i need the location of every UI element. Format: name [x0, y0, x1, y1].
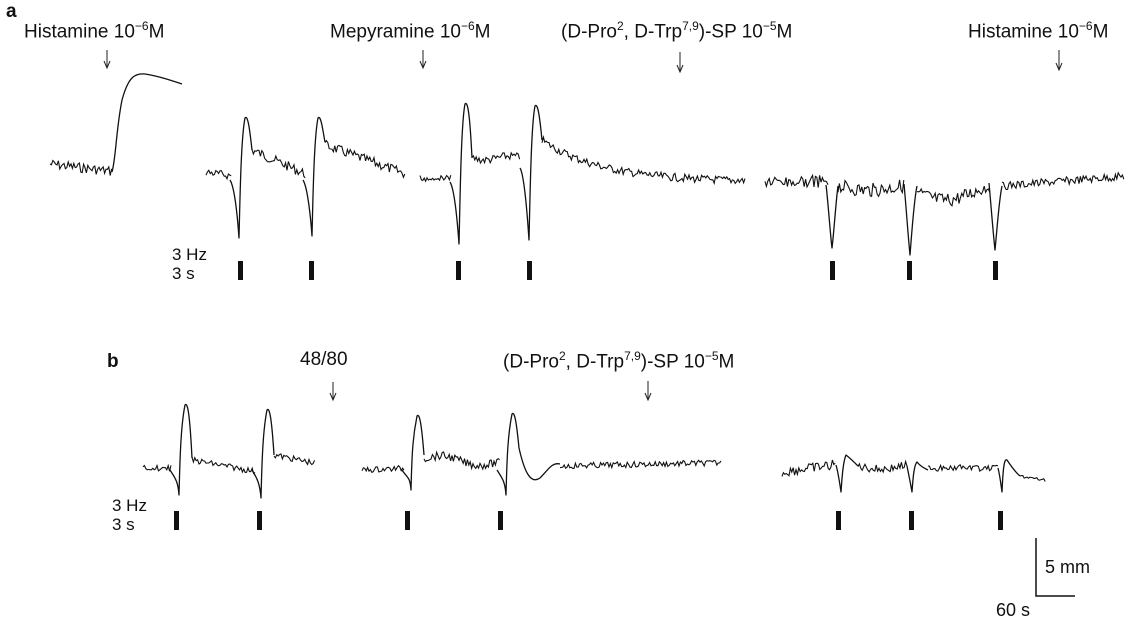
- annotation-histamine-2: Histamine 10−6M: [968, 19, 1109, 43]
- stim-duration-b: 3 s: [112, 514, 135, 534]
- trace-a2-spike2: [302, 116, 326, 237]
- trace-b1-pre: [142, 463, 172, 472]
- stim-bar-a-5: [830, 261, 835, 280]
- panel-b-letter: b: [107, 351, 119, 372]
- trace-b2-mid: [423, 450, 500, 471]
- stim-bar-a-2: [309, 261, 314, 280]
- trace-a2-spike1: [229, 116, 253, 239]
- trace-a2-mid: [251, 149, 306, 179]
- trace-b2-spike1: [401, 414, 425, 491]
- arrow-mepyramine: [419, 50, 427, 70]
- trace-a4-dip1: [825, 184, 839, 249]
- stim-bar-a-3: [456, 261, 461, 280]
- stim-bar-b-2: [257, 511, 262, 530]
- trace-a1-baseline: [49, 159, 113, 176]
- stim-bar-a-1: [238, 261, 243, 280]
- stim-label-b: 3 Hz 3 s: [112, 496, 147, 534]
- scale-bar: [1035, 538, 1075, 597]
- stim-bar-a-7: [993, 261, 998, 280]
- recording-traces: [49, 73, 1125, 499]
- stim-bar-a-4: [527, 261, 532, 280]
- trace-b2-tail: [559, 459, 722, 470]
- trace-b3-tail: [1019, 475, 1046, 482]
- scale-vertical-label: 5 mm: [1045, 557, 1090, 577]
- panel-a-letter: a: [6, 1, 17, 22]
- annotation-mepyramine: Mepyramine 10−6M: [330, 19, 491, 43]
- trace-a3-spike2: [519, 104, 543, 241]
- stim-bar-b-4: [498, 511, 503, 530]
- trace-b1-spike1: [169, 403, 193, 496]
- arrow-sp-antagonist-b: [644, 381, 652, 402]
- stim-bar-b-5: [836, 511, 841, 530]
- annotation-sp-antagonist-b: (D-Pro2, D-Trp7,9)-SP 10−5M: [503, 349, 735, 373]
- arrow-sp-antagonist-a: [676, 52, 684, 74]
- trace-b3-twitch2: [906, 461, 929, 493]
- stim-bar-b-6: [909, 511, 914, 530]
- trace-b1-mid: [191, 456, 256, 475]
- stim-bar-b-1: [174, 511, 179, 530]
- trace-b2-spike2: [496, 412, 520, 496]
- trace-a2-tail: [324, 139, 406, 179]
- arrow-histamine-1: [103, 50, 111, 70]
- stim-bar-b-7: [998, 511, 1003, 530]
- annotation-48-80: 48/80: [300, 349, 348, 370]
- annotation-sp-antagonist-a: (D-Pro2, D-Trp7,9)-SP 10−5M: [561, 19, 793, 43]
- trace-a4-dip2: [903, 183, 918, 256]
- trace-b1-spike2: [251, 408, 275, 499]
- trace-b2-pre: [361, 464, 405, 473]
- trace-a2-pre: [205, 169, 232, 181]
- trace-a4-pre: [764, 173, 829, 189]
- stim-duration-a: 3 s: [172, 263, 195, 283]
- scale-horizontal-label: 60 s: [996, 600, 1031, 620]
- trace-a3-tail: [541, 135, 746, 186]
- application-arrows: [103, 50, 1063, 402]
- annotation-histamine-1: Histamine 10−6M: [24, 19, 165, 43]
- trace-b2-recovery: [518, 447, 561, 481]
- stim-frequency-a: 3 Hz: [172, 245, 207, 264]
- arrow-histamine-2: [1055, 50, 1063, 72]
- stim-frequency-b: 3 Hz: [112, 496, 147, 515]
- trace-b3-twitch1: [835, 454, 859, 493]
- trace-b3-pre: [781, 459, 836, 477]
- trace-a3-mid: [471, 151, 521, 165]
- trace-a4-mid2: [916, 185, 991, 207]
- stim-bar-a-6: [907, 261, 912, 280]
- trace-a1-response: [111, 73, 183, 173]
- trace-b3-mid1: [857, 459, 908, 474]
- trace-a4-mid1: [837, 179, 905, 198]
- arrow-48-80: [329, 382, 337, 402]
- trace-b3-mid2: [927, 463, 999, 473]
- stim-bar-b-3: [405, 511, 410, 530]
- trace-a3-pre: [419, 174, 452, 183]
- stim-label-a: 3 Hz 3 s: [172, 245, 207, 283]
- trace-a4-tail: [1001, 171, 1125, 191]
- trace-b1-tail: [273, 453, 316, 466]
- stimulation-bars: [174, 261, 1003, 530]
- trace-b3-twitch3: [997, 459, 1021, 493]
- trace-a3-spike1: [449, 102, 473, 245]
- trace-a4-dip3: [988, 182, 1003, 251]
